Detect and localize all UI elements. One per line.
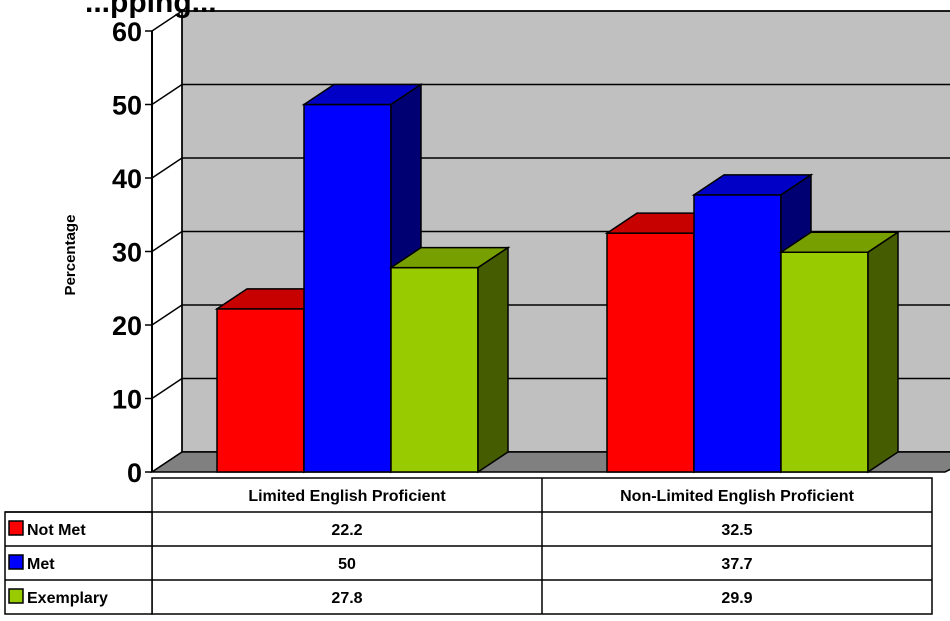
legend-swatch — [8, 520, 24, 536]
data-table-legend-border — [4, 511, 153, 615]
y-tick-label: 60 — [112, 17, 142, 47]
data-value-label: 32.5 — [721, 522, 752, 539]
bar-front — [216, 308, 305, 473]
y-tick-label: 0 — [127, 458, 142, 488]
legend-swatch — [8, 588, 24, 604]
bar-front — [780, 251, 869, 473]
legend-label: Exemplary — [27, 590, 108, 607]
legend-swatch — [8, 554, 24, 570]
legend-label: Met — [27, 556, 55, 573]
y-axis-label: Percentage — [62, 215, 79, 296]
gridline-side — [151, 304, 183, 326]
gridline-side — [151, 377, 183, 400]
bar-exemplary-1 — [388, 246, 511, 474]
bar-front — [693, 194, 782, 473]
legend-label: Not Met — [27, 522, 86, 539]
category-label: Limited English Proficient — [248, 488, 446, 505]
gridline-side — [151, 10, 183, 32]
data-value-label: 29.9 — [721, 590, 752, 607]
gridline-side — [151, 83, 183, 106]
y-tick-label: 40 — [112, 164, 142, 194]
data-value-label: 22.2 — [331, 522, 362, 539]
y-tick-label: 10 — [112, 385, 142, 415]
y-tick-label: 50 — [112, 91, 142, 121]
chart-title: ...pping... — [85, 0, 217, 19]
gridline-side — [151, 230, 183, 253]
gridline-side — [151, 157, 183, 179]
data-value-label: 27.8 — [331, 590, 362, 607]
data-value-label: 50 — [338, 556, 356, 573]
y-tick-label: 30 — [112, 238, 142, 268]
bar-side — [867, 230, 899, 474]
bar-front — [390, 266, 479, 473]
data-value-label: 37.7 — [721, 556, 752, 573]
bar-front — [303, 103, 392, 473]
bar-side — [477, 246, 509, 474]
bar-front — [606, 232, 695, 473]
bar-exemplary-2 — [778, 230, 901, 474]
category-label: Non-Limited English Proficient — [620, 488, 854, 505]
y-tick-label: 20 — [112, 311, 142, 341]
